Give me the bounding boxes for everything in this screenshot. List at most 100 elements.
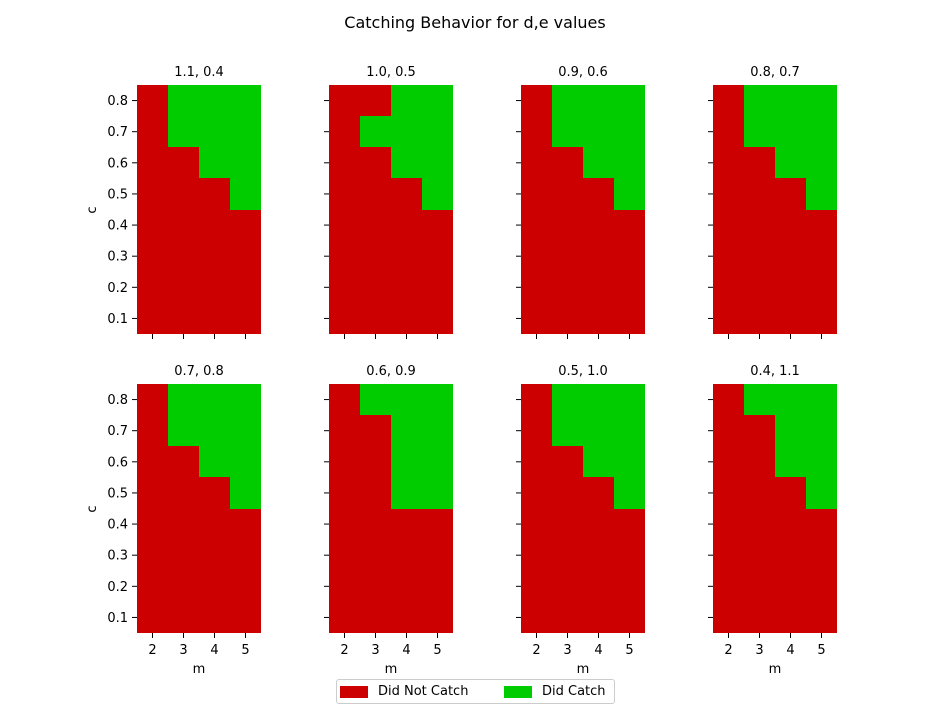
heatmap-cell	[806, 602, 837, 633]
heatmap-cell	[775, 241, 806, 272]
heatmap-cell	[614, 303, 645, 334]
heatmap-cell	[137, 210, 168, 241]
heatmap-cell	[744, 571, 775, 602]
heatmap-cell	[199, 178, 230, 210]
heatmap-cell	[806, 85, 837, 116]
heatmap-cell	[137, 241, 168, 272]
panel-4: 0.8, 0.7	[708, 65, 837, 339]
heatmap-cell	[329, 210, 360, 241]
heatmap-cell	[329, 509, 360, 540]
heatmap-cell	[552, 446, 583, 477]
heatmap-cell	[583, 272, 614, 303]
panel-6: 0.6, 0.9 2 3 4 5 m	[324, 364, 453, 677]
heatmap-cell	[137, 446, 168, 477]
y-axis-label: c	[85, 505, 100, 512]
heatmap-cell	[329, 116, 360, 147]
heatmap-cell	[360, 210, 391, 241]
heatmap-cell	[422, 415, 453, 446]
heatmap-cell	[360, 384, 391, 415]
heatmap-cell	[168, 85, 199, 116]
x-tick-label: 3	[371, 643, 379, 658]
heatmap-cell	[521, 477, 552, 509]
heatmap-cell	[391, 85, 422, 116]
y-tick-label: 0.6	[107, 455, 128, 470]
heatmap-cell	[521, 540, 552, 571]
heatmap-cell	[329, 85, 360, 116]
heatmap-cell	[137, 540, 168, 571]
heatmap-cell	[713, 272, 744, 303]
heatmap-cell	[583, 540, 614, 571]
x-tick-label: 4	[210, 643, 218, 658]
heatmap-cell	[391, 210, 422, 241]
x-axis-label: m	[193, 662, 206, 677]
heatmap-cell	[552, 384, 583, 415]
heatmap-cell	[744, 210, 775, 241]
panel-8: 0.4, 1.1 2 3 4 5 m	[708, 364, 837, 677]
heatmap-cell	[329, 477, 360, 509]
heatmap-cell	[360, 602, 391, 633]
heatmap-cell	[168, 241, 199, 272]
heatmap-cell	[744, 303, 775, 334]
heatmap-cell	[391, 178, 422, 210]
heatmap-cell	[168, 178, 199, 210]
heatmap-cell	[775, 303, 806, 334]
heatmap-cell	[329, 446, 360, 477]
heatmap-cell	[422, 116, 453, 147]
heatmap-cell	[521, 415, 552, 446]
heatmap-cell	[521, 384, 552, 415]
y-tick-label: 0.4	[107, 219, 128, 234]
heatmap-cell	[422, 509, 453, 540]
panel-title: 1.0, 0.5	[366, 65, 416, 80]
x-tick-label: 5	[241, 643, 249, 658]
heatmap-cell	[521, 85, 552, 116]
heatmap-cell	[168, 147, 199, 178]
y-tick-label: 0.8	[107, 94, 128, 109]
heatmap-cell	[806, 210, 837, 241]
x-tick-label: 3	[179, 643, 187, 658]
heatmap-cell	[552, 571, 583, 602]
heatmap-cell	[806, 272, 837, 303]
heatmap-cell	[775, 509, 806, 540]
heatmap-cell	[199, 303, 230, 334]
heatmap-cell	[199, 241, 230, 272]
heatmap-cell	[806, 147, 837, 178]
heatmap-cell	[137, 116, 168, 147]
heatmap-cell	[230, 116, 261, 147]
heatmap-cell	[521, 147, 552, 178]
heatmap-cell	[775, 85, 806, 116]
heatmap-cell	[806, 415, 837, 446]
heatmap-cell	[329, 178, 360, 210]
heatmap-cell	[775, 384, 806, 415]
heatmap-cell	[391, 241, 422, 272]
heatmap-cell	[552, 241, 583, 272]
heatmap-cell	[552, 477, 583, 509]
panel-2: 1.0, 0.5	[324, 65, 453, 339]
heatmap-cell	[775, 477, 806, 509]
heatmap-cell	[360, 571, 391, 602]
heatmap-cell	[422, 147, 453, 178]
heatmap-cell	[422, 210, 453, 241]
heatmap-cell	[168, 303, 199, 334]
x-tick-label: 2	[532, 643, 540, 658]
legend: Did Not Catch Did Catch	[336, 679, 615, 704]
heatmap-cell	[713, 540, 744, 571]
heatmap-cell	[744, 85, 775, 116]
heatmap-cell	[552, 540, 583, 571]
legend-label-did-catch: Did Catch	[542, 684, 606, 699]
heatmap-cell	[230, 303, 261, 334]
heatmap-cell	[614, 415, 645, 446]
heatmap-cell	[775, 210, 806, 241]
heatmap-cell	[329, 147, 360, 178]
heatmap-cell	[552, 602, 583, 633]
heatmap-cell	[713, 571, 744, 602]
heatmap-cell	[713, 147, 744, 178]
heatmap-cell	[552, 210, 583, 241]
heatmap-cell	[806, 384, 837, 415]
heatmap-cell	[614, 509, 645, 540]
heatmap-cell	[137, 178, 168, 210]
heatmap-cell	[230, 415, 261, 446]
heatmap-cell	[422, 446, 453, 477]
heatmap-cell	[360, 509, 391, 540]
heatmap-cell	[521, 602, 552, 633]
heatmap-cell	[230, 602, 261, 633]
